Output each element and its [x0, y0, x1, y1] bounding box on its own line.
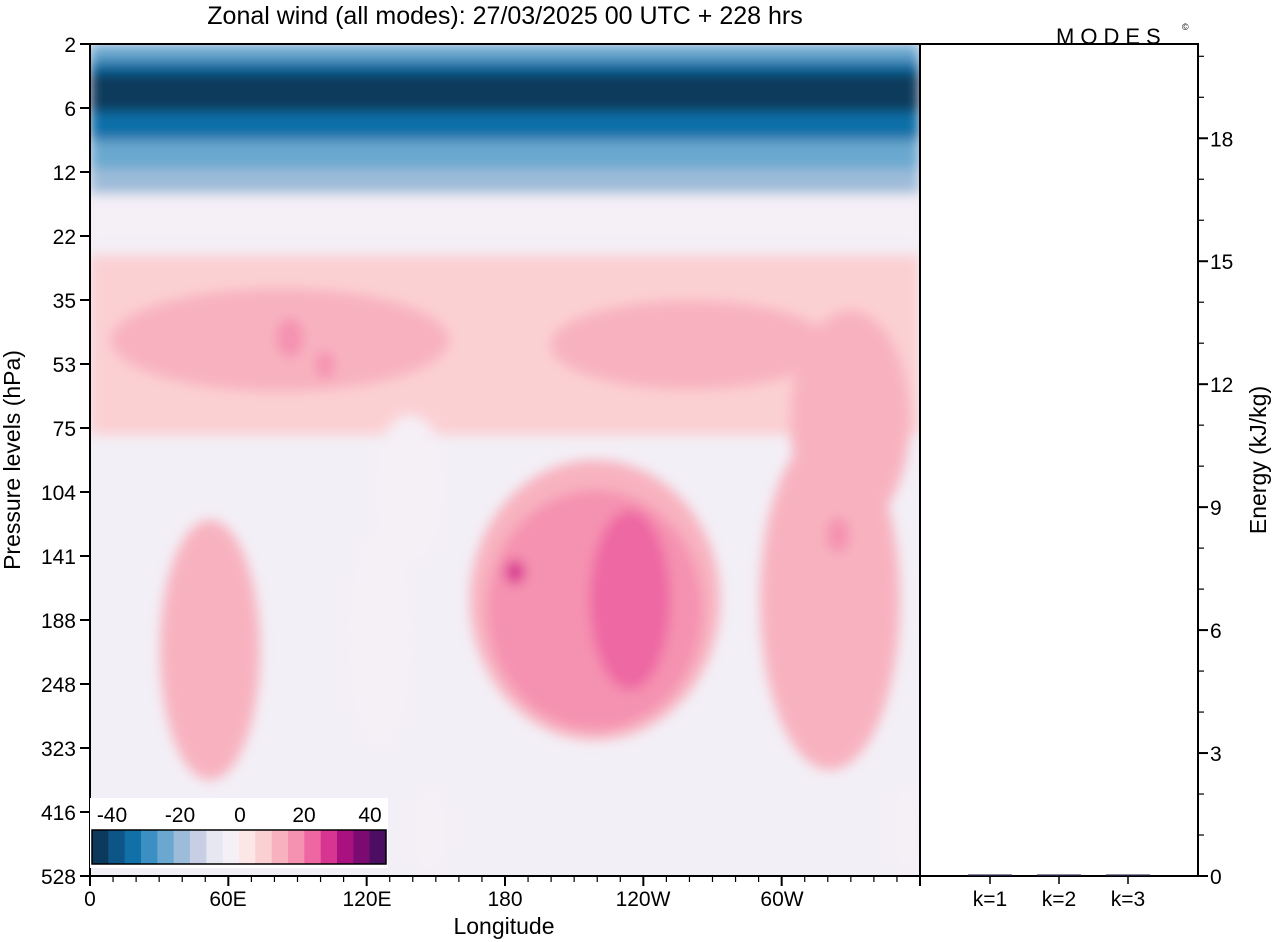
colorbar-swatch: [141, 830, 158, 864]
energy-tick-label: 18: [1210, 128, 1233, 151]
colorbar-swatch: [206, 830, 224, 864]
energy-tick-label: 9: [1210, 497, 1222, 520]
y-tick-label: 6: [64, 98, 76, 121]
brand-mark: ©: [1182, 22, 1189, 32]
chart-title: Zonal wind (all modes): 27/03/2025 00 UT…: [207, 2, 802, 30]
colorbar-swatch: [353, 830, 371, 864]
colorbar-frame: [91, 829, 387, 865]
longitude-axis: 0 60E 120E 180 120W 60W: [84, 876, 921, 911]
wind-contour-region: [345, 530, 415, 750]
colorbar-swatch: [320, 830, 338, 864]
wind-field: [90, 44, 920, 875]
wind-contour-region: [315, 351, 335, 379]
energy-tick-label: 12: [1210, 374, 1233, 397]
energy-bar: [1037, 874, 1081, 876]
wind-contour-region: [590, 510, 670, 690]
colorbar-swatch: [190, 830, 207, 864]
wind-contour-region: [276, 318, 304, 358]
x-tick-label: 60E: [209, 888, 246, 911]
y-tick-label: 75: [53, 418, 76, 441]
energy-bar: [1106, 874, 1150, 876]
y-tick-label: 35: [53, 290, 76, 313]
wind-contour-region: [384, 84, 436, 108]
wind-contour-region: [760, 430, 900, 770]
colorbar-swatch: [288, 830, 305, 864]
colorbar-swatch: [173, 830, 191, 864]
wind-contour-region: [382, 460, 418, 540]
y-tick-label: 12: [53, 162, 76, 185]
x-axis-label: Longitude: [453, 913, 554, 939]
energy-category-label: k=2: [1042, 888, 1076, 911]
wind-contour-region: [785, 86, 805, 110]
wind-contour-region: [714, 86, 766, 110]
energy-bar: [968, 874, 1012, 876]
y-tick-label: 141: [41, 546, 76, 569]
energy-chart: 0 3 6 9 12 15 18 k=1 k=2 k=3: [968, 55, 1233, 911]
colorbar-tick-label: 20: [292, 804, 315, 827]
x-tick-label: 120W: [616, 888, 671, 911]
x-tick-label: 180: [487, 888, 522, 911]
colorbar-tick-label: -20: [165, 804, 195, 827]
colorbar-swatch: [337, 830, 354, 864]
energy-category-label: k=1: [973, 888, 1007, 911]
wind-contour-band: [90, 72, 920, 112]
wind-contour-region: [410, 785, 450, 875]
energy-tick-label: 0: [1210, 866, 1222, 889]
y-tick-label: 248: [41, 674, 76, 697]
colorbar-swatch: [239, 830, 256, 864]
colorbar-swatch: [157, 830, 175, 864]
colorbar-swatch: [304, 830, 322, 864]
colorbar-swatch: [124, 830, 142, 864]
wind-contour-region: [160, 520, 260, 780]
wind-contour-region: [550, 300, 830, 390]
colorbar-swatch: [92, 830, 109, 864]
y-axis-label: Pressure levels (hPa): [0, 350, 25, 570]
colorbar: -40 -20 0 20 40: [90, 798, 388, 868]
colorbar-swatch: [271, 830, 289, 864]
energy-tick-label: 15: [1210, 251, 1233, 274]
colorbar-tick-label: -40: [97, 804, 127, 827]
colorbar-swatch: [369, 830, 387, 864]
energy-axis-label: Energy (kJ/kg): [1245, 386, 1271, 534]
y-tick-label: 416: [41, 802, 76, 825]
wind-contour-region: [826, 517, 850, 553]
colorbar-tick-label: 0: [234, 804, 246, 827]
colorbar-tick-label: 40: [358, 804, 381, 827]
colorbar-swatch: [222, 830, 240, 864]
x-tick-label: 0: [84, 888, 96, 911]
heatmap-plot: [90, 44, 920, 876]
wind-field-contours: [90, 44, 920, 875]
y-tick-label: 188: [41, 610, 76, 633]
x-tick-label: 60W: [760, 888, 803, 911]
energy-panel-frame: [919, 43, 1199, 877]
pressure-axis: 2 6 12 22 35 53 75 104 141 188 248 323 416 528: [41, 34, 90, 889]
y-tick-label: 53: [53, 354, 76, 377]
wind-contour-region: [890, 785, 920, 875]
energy-category-label: k=3: [1111, 888, 1145, 911]
x-tick-label: 120E: [342, 888, 391, 911]
y-tick-label: 104: [41, 482, 76, 505]
y-tick-label: 2: [64, 34, 76, 57]
wind-contour-region: [505, 560, 525, 584]
colorbar-swatch: [108, 830, 126, 864]
colorbar-swatch: [255, 830, 273, 864]
energy-tick-label: 3: [1210, 743, 1222, 766]
wind-contour-region: [186, 84, 214, 104]
y-tick-label: 528: [41, 866, 76, 889]
y-tick-label: 22: [53, 226, 76, 249]
energy-tick-label: 6: [1210, 620, 1222, 643]
y-tick-label: 323: [41, 738, 76, 761]
